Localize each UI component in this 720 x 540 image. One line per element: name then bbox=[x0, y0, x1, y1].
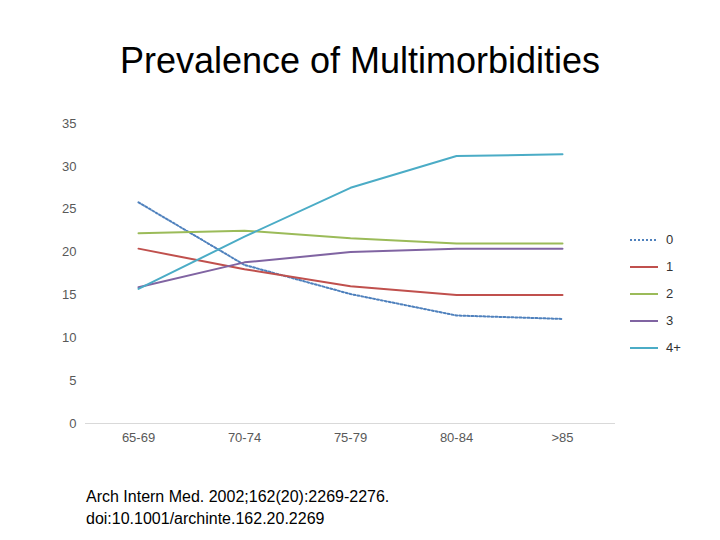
svg-text:70-74: 70-74 bbox=[228, 430, 261, 445]
svg-text:30: 30 bbox=[62, 159, 76, 174]
html-text:0: 0 bbox=[666, 232, 674, 247]
svg-text:65-69: 65-69 bbox=[122, 430, 155, 445]
html-text:3: 3 bbox=[666, 313, 674, 328]
svg-text:0: 0 bbox=[69, 416, 76, 431]
svg-text:35: 35 bbox=[62, 116, 76, 131]
svg-text:>85: >85 bbox=[551, 430, 573, 445]
html-text:2: 2 bbox=[666, 286, 674, 301]
svg-text:10: 10 bbox=[62, 330, 76, 345]
svg-text:20: 20 bbox=[62, 244, 76, 259]
svg-text:25: 25 bbox=[62, 201, 76, 216]
html-text:Prevalence of Multimorbidities: Prevalence of Multimorbidities bbox=[119, 40, 601, 81]
html-text:Arch Intern Med. 2002;162(20):: Arch Intern Med. 2002;162(20):2269-2276. bbox=[86, 488, 390, 505]
svg-text:5: 5 bbox=[69, 373, 76, 388]
svg-text:75-79: 75-79 bbox=[334, 430, 367, 445]
html-text:doi:10.1001/archinte.162.20.22: doi:10.1001/archinte.162.20.2269 bbox=[86, 510, 325, 527]
html-text:4+: 4+ bbox=[666, 340, 681, 355]
html-text:1: 1 bbox=[666, 259, 674, 274]
svg-text:15: 15 bbox=[62, 287, 76, 302]
svg-text:80-84: 80-84 bbox=[440, 430, 473, 445]
